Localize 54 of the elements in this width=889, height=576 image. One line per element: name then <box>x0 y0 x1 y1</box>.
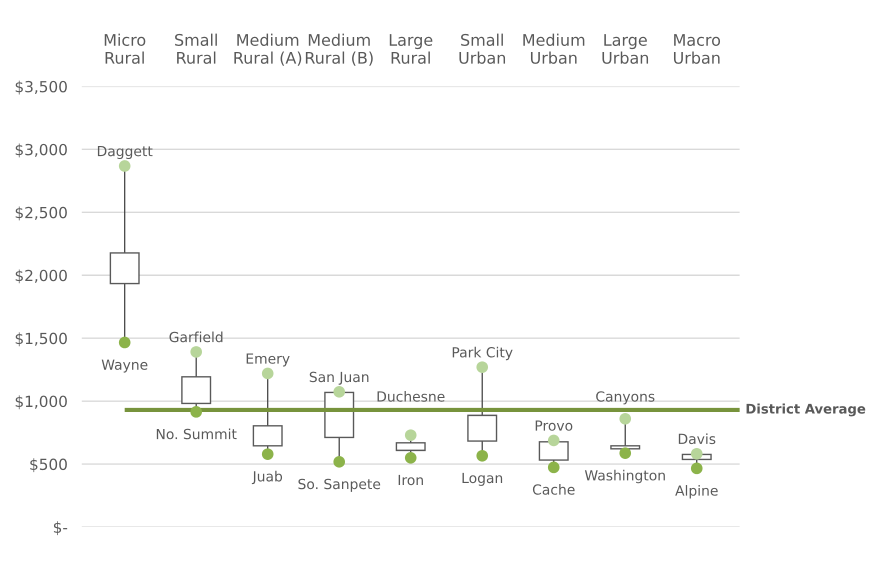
y-tick-label: $3,000 <box>16 144 67 158</box>
point <box>548 434 560 446</box>
annotation: San Juan <box>310 372 368 385</box>
point <box>476 450 488 462</box>
annotation: Alpine <box>675 485 718 498</box>
point <box>476 361 488 373</box>
annotation: Cache <box>532 484 575 495</box>
annotation: Provo <box>536 420 572 431</box>
ref-line-label: District Average <box>746 404 866 416</box>
point <box>619 412 632 425</box>
y-tick-label: $3,500 <box>16 80 67 94</box>
x-tick-label: Large Rural <box>390 34 432 64</box>
annotation: Iron <box>398 474 423 486</box>
point <box>333 386 346 398</box>
annotation: Canyons <box>596 391 654 404</box>
point <box>262 448 274 460</box>
annotation: Garfield <box>170 332 222 342</box>
annotation: Washington <box>584 470 665 484</box>
point <box>190 406 202 418</box>
annotation: Park City <box>452 346 513 360</box>
point <box>118 336 130 348</box>
annotation: Wayne <box>102 360 148 373</box>
annotation: So. Sanpete <box>298 478 380 492</box>
x-tick-label: Medium Urban <box>523 34 584 64</box>
annotation: No. Summit <box>156 428 237 440</box>
x-tick-label: Small Rural <box>175 34 217 64</box>
x-tick-label: Medium Rural (B) <box>306 34 373 66</box>
annotation: Emery <box>246 353 290 366</box>
point <box>690 462 703 474</box>
annotation: Juab <box>252 470 282 484</box>
y-tick-label: $1,000 <box>16 395 67 410</box>
point <box>404 452 417 464</box>
annotation: Davis <box>678 433 716 444</box>
y-tick-label: $1,500 <box>16 332 67 346</box>
annotation: Logan <box>462 472 502 486</box>
point <box>262 368 274 380</box>
x-tick-label: Micro Rural <box>104 34 146 64</box>
point <box>118 160 130 172</box>
x-tick-label: Small Urban <box>459 34 506 64</box>
x-tick-label: Macro Urban <box>674 34 720 64</box>
point <box>548 462 560 474</box>
point <box>190 346 202 358</box>
point <box>333 456 346 468</box>
x-tick-label: Large Urban <box>602 34 648 64</box>
y-tick-label: $- <box>54 521 68 536</box>
y-tick-label: $2,500 <box>16 206 67 220</box>
point <box>404 429 417 441</box>
annotation: Daggett <box>98 146 152 160</box>
y-tick-label: $2,000 <box>16 269 67 284</box>
x-tick-label: Medium Rural (A) <box>234 34 302 66</box>
point <box>690 448 703 460</box>
y-tick-label: $500 <box>30 458 67 472</box>
annotation: Duchesne <box>378 390 445 402</box>
point <box>619 447 632 459</box>
